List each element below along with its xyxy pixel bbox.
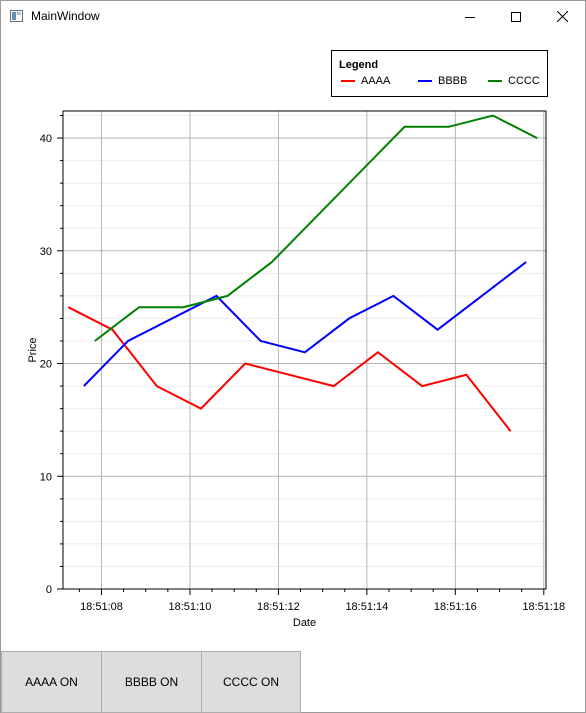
chart-area: 0 10 20 30 40 18:51:08 18:51:10 18:51:12 18:51:1… — [1, 32, 585, 650]
series-line-aaaa — [67, 306, 512, 432]
chart-grid — [63, 111, 546, 589]
maximize-icon — [511, 11, 521, 22]
legend-item-cccc: CCCC — [488, 74, 540, 88]
plot-border — [62, 110, 547, 590]
legend-label-bbbb: BBBB — [438, 74, 468, 87]
legend-label-aaaa: AAAA — [361, 74, 391, 87]
minimize-icon — [465, 16, 475, 18]
close-icon — [556, 11, 568, 22]
y-tick-label: 0 — [46, 584, 52, 596]
legend-item-bbbb: BBBB — [418, 74, 467, 88]
legend-swatch-bbbb — [418, 80, 432, 82]
legend-swatch-aaaa — [341, 80, 355, 82]
legend-title: Legend — [339, 59, 379, 71]
maximize-button[interactable] — [493, 1, 539, 32]
x-tick-label: 18:51:12 — [257, 601, 300, 613]
chart-legend: Legend AAAA BBBB CCCC — [331, 50, 548, 97]
title-bar[interactable]: MainWindow — [1, 1, 585, 32]
legend-label-cccc: CCCC — [508, 74, 540, 87]
y-axis-title: Price — [27, 337, 39, 362]
y-tick-label: 20 — [40, 359, 52, 371]
line-chart: 0 10 20 30 40 18:51:08 18:51:10 18:51:12 18:51:1… — [27, 110, 565, 629]
legend-swatch-cccc — [488, 80, 502, 82]
x-tick-label: 18:51:10 — [169, 601, 212, 613]
legend-item-aaaa: AAAA — [341, 74, 390, 88]
x-tick-label: 18:51:16 — [434, 601, 477, 613]
close-button[interactable] — [539, 1, 585, 32]
series-line-cccc — [94, 114, 538, 342]
plot-frame — [62, 110, 547, 590]
y-tick-label: 10 — [40, 471, 52, 483]
y-tick-label: 40 — [40, 133, 52, 145]
window-title: MainWindow — [31, 9, 100, 23]
aaaa-on-button[interactable]: AAAA ON — [1, 651, 102, 713]
minimize-button[interactable] — [447, 1, 493, 32]
bbbb-on-button[interactable]: BBBB ON — [101, 651, 202, 713]
cccc-on-button[interactable]: CCCC ON — [201, 651, 301, 713]
y-tick-label: 30 — [40, 246, 52, 258]
series-line-bbbb — [83, 261, 527, 387]
x-tick-label: 18:51:18 — [522, 601, 565, 613]
chart-series — [67, 114, 538, 432]
x-axis-title: Date — [293, 617, 316, 629]
chart-axes: 0 10 20 30 40 18:51:08 18:51:10 18:51:12 18:51:1… — [27, 115, 565, 629]
x-tick-label: 18:51:14 — [345, 601, 388, 613]
button-row: AAAA ON BBBB ON CCCC ON — [1, 651, 301, 713]
x-tick-label: 18:51:08 — [80, 601, 123, 613]
app-window-icon — [10, 10, 23, 22]
